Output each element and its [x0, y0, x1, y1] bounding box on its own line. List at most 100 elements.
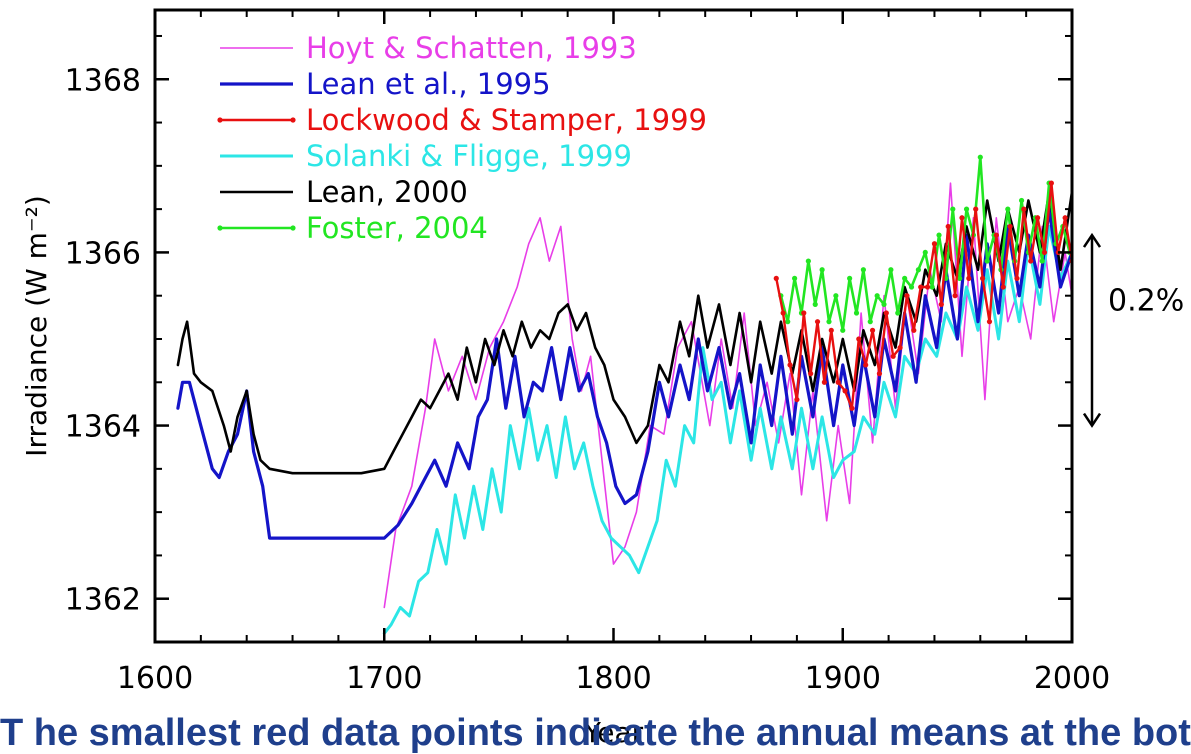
series-3-point — [1041, 249, 1048, 256]
series-3-point — [856, 336, 862, 342]
series-6-point — [826, 319, 832, 325]
series-6-point — [1005, 206, 1011, 212]
series-6-point — [881, 301, 887, 307]
series-6-point — [847, 275, 853, 281]
series-3-point — [842, 388, 848, 394]
series-line-2 — [176, 207, 1072, 540]
y-tick-label: 1368 — [65, 63, 141, 98]
axis-ticks: 1600 1700 1800 1900 2000 1362 1364 1366 1368 — [65, 10, 1110, 696]
series-6-point — [963, 206, 970, 212]
series-3-point — [863, 362, 869, 368]
series-3-point — [1062, 215, 1068, 221]
series-3-point — [787, 362, 793, 368]
arrow-down-icon — [1082, 412, 1102, 428]
series-3-point — [1021, 206, 1027, 212]
series-3-point — [794, 396, 800, 403]
series-6-point — [888, 267, 894, 273]
series-6-point — [902, 275, 908, 281]
series-3-point — [869, 327, 876, 333]
y-tick-label: 1364 — [65, 410, 141, 445]
series-6-point — [853, 310, 860, 316]
series-6-point — [874, 293, 880, 299]
series-6-point — [936, 232, 942, 238]
series-6-point — [922, 249, 928, 256]
series-3-point — [890, 353, 896, 359]
series-3-point — [780, 310, 786, 316]
series-layer — [176, 154, 1072, 635]
legend-label: Solanki & Fligge, 1999 — [306, 139, 632, 173]
series-6-point — [950, 206, 956, 212]
series-3-point — [835, 379, 841, 385]
series-6-point — [977, 154, 983, 160]
arrow-up-icon — [1082, 232, 1102, 248]
series-3-point — [1000, 284, 1006, 290]
series-3-point — [1035, 215, 1041, 221]
y-axis-label: Irradiance (W m⁻²) — [20, 195, 53, 457]
series-3-point — [814, 319, 821, 325]
series-3-point — [1028, 258, 1034, 264]
series-3-point — [876, 371, 883, 377]
series-3-point — [897, 345, 903, 351]
slide-caption: T he smallest red data points indicate t… — [0, 712, 1191, 754]
legend-label: Lean, 2000 — [306, 175, 468, 209]
legend-label: Hoyt & Schatten, 1993 — [306, 31, 637, 65]
series-3-point — [993, 232, 999, 238]
series-6-point — [812, 301, 818, 307]
legend-label: Lockwood & Stamper, 1999 — [306, 103, 707, 137]
series-3-point — [1048, 180, 1054, 186]
legend-marker — [290, 225, 296, 231]
legend-marker — [217, 117, 223, 123]
y-tick-label: 1362 — [65, 583, 141, 618]
series-3-point — [945, 223, 951, 230]
series-6-point — [792, 275, 798, 281]
series-6-point — [895, 310, 901, 316]
series-3-point — [883, 310, 889, 316]
series-3-point — [966, 275, 972, 281]
series-6-point — [867, 319, 873, 325]
series-3-point — [1014, 275, 1020, 281]
x-tick-label: 1800 — [575, 661, 651, 696]
series-3-point — [1007, 223, 1013, 230]
series-6-point — [1018, 197, 1025, 204]
y-tick-label: 1366 — [65, 236, 141, 271]
x-axis-label: Year — [583, 716, 644, 749]
series-6-point — [929, 284, 935, 290]
series-6-point — [840, 327, 846, 333]
x-tick-label: 1900 — [805, 661, 881, 696]
series-line-1 — [383, 182, 1072, 609]
series-6-point — [957, 275, 963, 281]
series-3-point — [986, 319, 993, 325]
series-3-point — [924, 284, 931, 290]
legend-label: Lean et al., 1995 — [306, 67, 551, 101]
series-3-point — [931, 241, 938, 247]
series-6-point — [1039, 258, 1045, 264]
series-line-3 — [775, 181, 1072, 410]
series-6-point — [908, 284, 915, 290]
series-3-point — [828, 327, 834, 333]
series-3-point — [911, 327, 917, 333]
series-3-point — [849, 405, 855, 411]
x-tick-label: 1700 — [346, 661, 422, 696]
series-3-point — [952, 293, 958, 299]
range-annotation-label: 0.2% — [1108, 283, 1184, 318]
series-6-point — [785, 319, 791, 325]
series-3-point — [808, 371, 814, 377]
series-line-4 — [382, 224, 1072, 635]
x-tick-label: 2000 — [1034, 661, 1110, 696]
x-tick-label: 1600 — [117, 661, 193, 696]
series-3-point — [959, 215, 965, 221]
series-3-point — [973, 206, 979, 212]
series-6-point — [833, 293, 839, 299]
series-6-point — [819, 267, 825, 273]
series-3-point — [821, 379, 828, 385]
series-3-point — [918, 284, 924, 290]
legend-marker — [217, 225, 223, 231]
series-3-point — [773, 275, 779, 281]
series-6-point — [805, 258, 811, 264]
series-6-point — [860, 267, 866, 273]
legend-marker — [290, 117, 296, 123]
legend-label: Foster, 2004 — [306, 211, 488, 245]
series-3-point — [979, 275, 986, 281]
